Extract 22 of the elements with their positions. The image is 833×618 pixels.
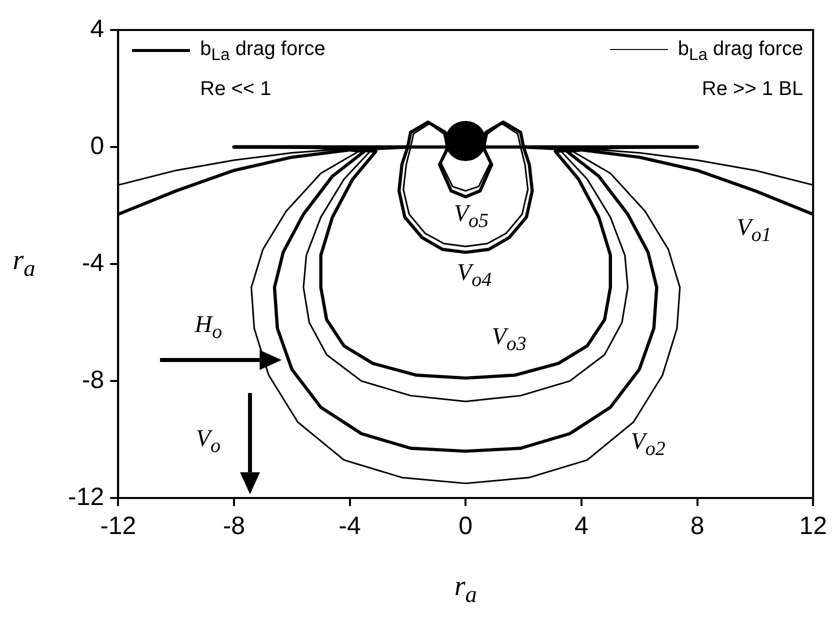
- x-tick-label: -8: [222, 512, 246, 540]
- y-tick-label: 0: [90, 132, 104, 160]
- x-tick-label: 0: [458, 512, 473, 540]
- y-tick-label: 4: [90, 14, 104, 43]
- annotation: V$_{o4}$: [456, 260, 492, 292]
- x-tick-label: 12: [799, 512, 827, 540]
- y-axis-title: r$_{a}$: [12, 245, 36, 283]
- annotation: V$_{o3}$: [492, 324, 526, 356]
- x-tick-label: 8: [690, 512, 704, 540]
- legend-label: b$_{La}$ drag force Re >> 1 BL: [678, 37, 804, 102]
- x-axis-title: r$_{a}$: [454, 571, 477, 609]
- y-tick-label: -8: [82, 366, 104, 394]
- x-tick-label: 4: [574, 512, 588, 540]
- annotation: V$_{o}$: [196, 426, 221, 458]
- y-tick-label: -12: [68, 482, 104, 511]
- annotation: V$_{o2}$: [630, 429, 666, 462]
- annotation: H$_{o}$: [194, 312, 222, 344]
- x-tick-label: -4: [338, 512, 361, 540]
- annotation: V$_{o5}$: [454, 201, 489, 234]
- y-tick-label: -4: [82, 248, 104, 277]
- legend-label: b$_{La}$ drag force Re << 1: [200, 37, 326, 102]
- annotation: V$_{o1}$: [736, 215, 772, 248]
